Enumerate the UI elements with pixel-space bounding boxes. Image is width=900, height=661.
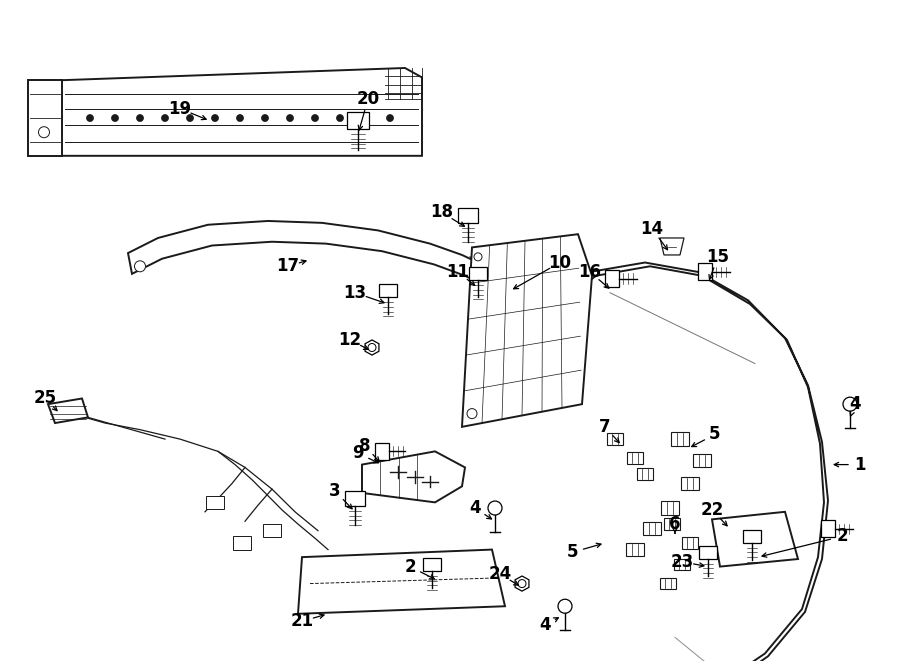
Polygon shape [462,234,592,427]
Circle shape [137,114,143,122]
Circle shape [467,408,477,418]
Text: 8: 8 [359,437,371,455]
Polygon shape [298,549,505,614]
Polygon shape [664,518,680,529]
Polygon shape [671,432,689,446]
Text: 9: 9 [352,444,364,462]
Text: 16: 16 [579,263,601,281]
Polygon shape [530,262,828,661]
Text: 1: 1 [854,455,866,473]
Polygon shape [48,399,88,423]
Circle shape [362,114,368,122]
Polygon shape [423,558,441,571]
Text: 7: 7 [599,418,611,436]
Circle shape [843,397,857,411]
Polygon shape [347,112,369,130]
Text: 23: 23 [670,553,694,571]
Polygon shape [379,284,397,297]
Text: 17: 17 [276,257,300,275]
Polygon shape [637,469,653,480]
Circle shape [518,580,526,588]
Polygon shape [712,512,798,566]
Text: 18: 18 [430,204,454,221]
Circle shape [262,114,268,122]
Polygon shape [698,264,712,280]
Text: 2: 2 [404,558,416,576]
Polygon shape [626,543,644,556]
Text: 5: 5 [566,543,578,561]
Circle shape [474,253,482,261]
Circle shape [186,114,194,122]
Polygon shape [821,520,835,537]
Circle shape [337,114,344,122]
Circle shape [86,114,94,122]
Polygon shape [674,559,690,570]
Text: 10: 10 [548,254,572,272]
Text: 11: 11 [446,263,470,281]
Circle shape [558,600,572,613]
Text: 13: 13 [344,284,366,301]
Polygon shape [743,529,761,543]
Polygon shape [699,546,717,559]
Circle shape [286,114,293,122]
Circle shape [237,114,244,122]
Text: 25: 25 [33,389,57,407]
Circle shape [39,127,50,137]
Circle shape [161,114,168,122]
Polygon shape [661,502,679,515]
Polygon shape [693,454,711,467]
Text: 15: 15 [706,248,730,266]
Polygon shape [345,491,365,506]
Circle shape [212,114,219,122]
Text: 24: 24 [489,565,511,583]
Polygon shape [375,443,389,460]
Polygon shape [233,536,251,549]
Polygon shape [365,340,379,355]
Polygon shape [469,267,487,280]
Text: 12: 12 [338,331,362,349]
Polygon shape [263,524,281,537]
Text: 4: 4 [850,395,860,413]
Circle shape [134,261,146,272]
Circle shape [488,501,502,515]
Text: 2: 2 [836,527,848,545]
Circle shape [386,114,393,122]
Text: 5: 5 [709,426,721,444]
Polygon shape [60,68,422,156]
Polygon shape [28,80,62,156]
Text: 6: 6 [670,515,680,533]
Polygon shape [660,238,684,255]
Polygon shape [605,270,619,287]
Text: 4: 4 [469,499,481,517]
Circle shape [112,114,119,122]
Text: 4: 4 [539,616,551,634]
Text: 3: 3 [329,482,341,500]
Polygon shape [515,576,529,591]
Polygon shape [128,221,482,284]
Polygon shape [362,451,465,502]
Text: 21: 21 [291,612,313,631]
Polygon shape [206,496,224,509]
Polygon shape [682,537,698,549]
Text: 14: 14 [641,219,663,237]
Polygon shape [681,477,699,490]
Polygon shape [458,208,478,223]
Circle shape [311,114,319,122]
Text: 19: 19 [168,100,192,118]
Text: 22: 22 [700,501,724,519]
Circle shape [368,344,376,352]
Polygon shape [607,434,623,445]
Polygon shape [643,522,661,535]
Polygon shape [660,578,676,589]
Polygon shape [627,452,643,463]
Text: 20: 20 [356,90,380,108]
